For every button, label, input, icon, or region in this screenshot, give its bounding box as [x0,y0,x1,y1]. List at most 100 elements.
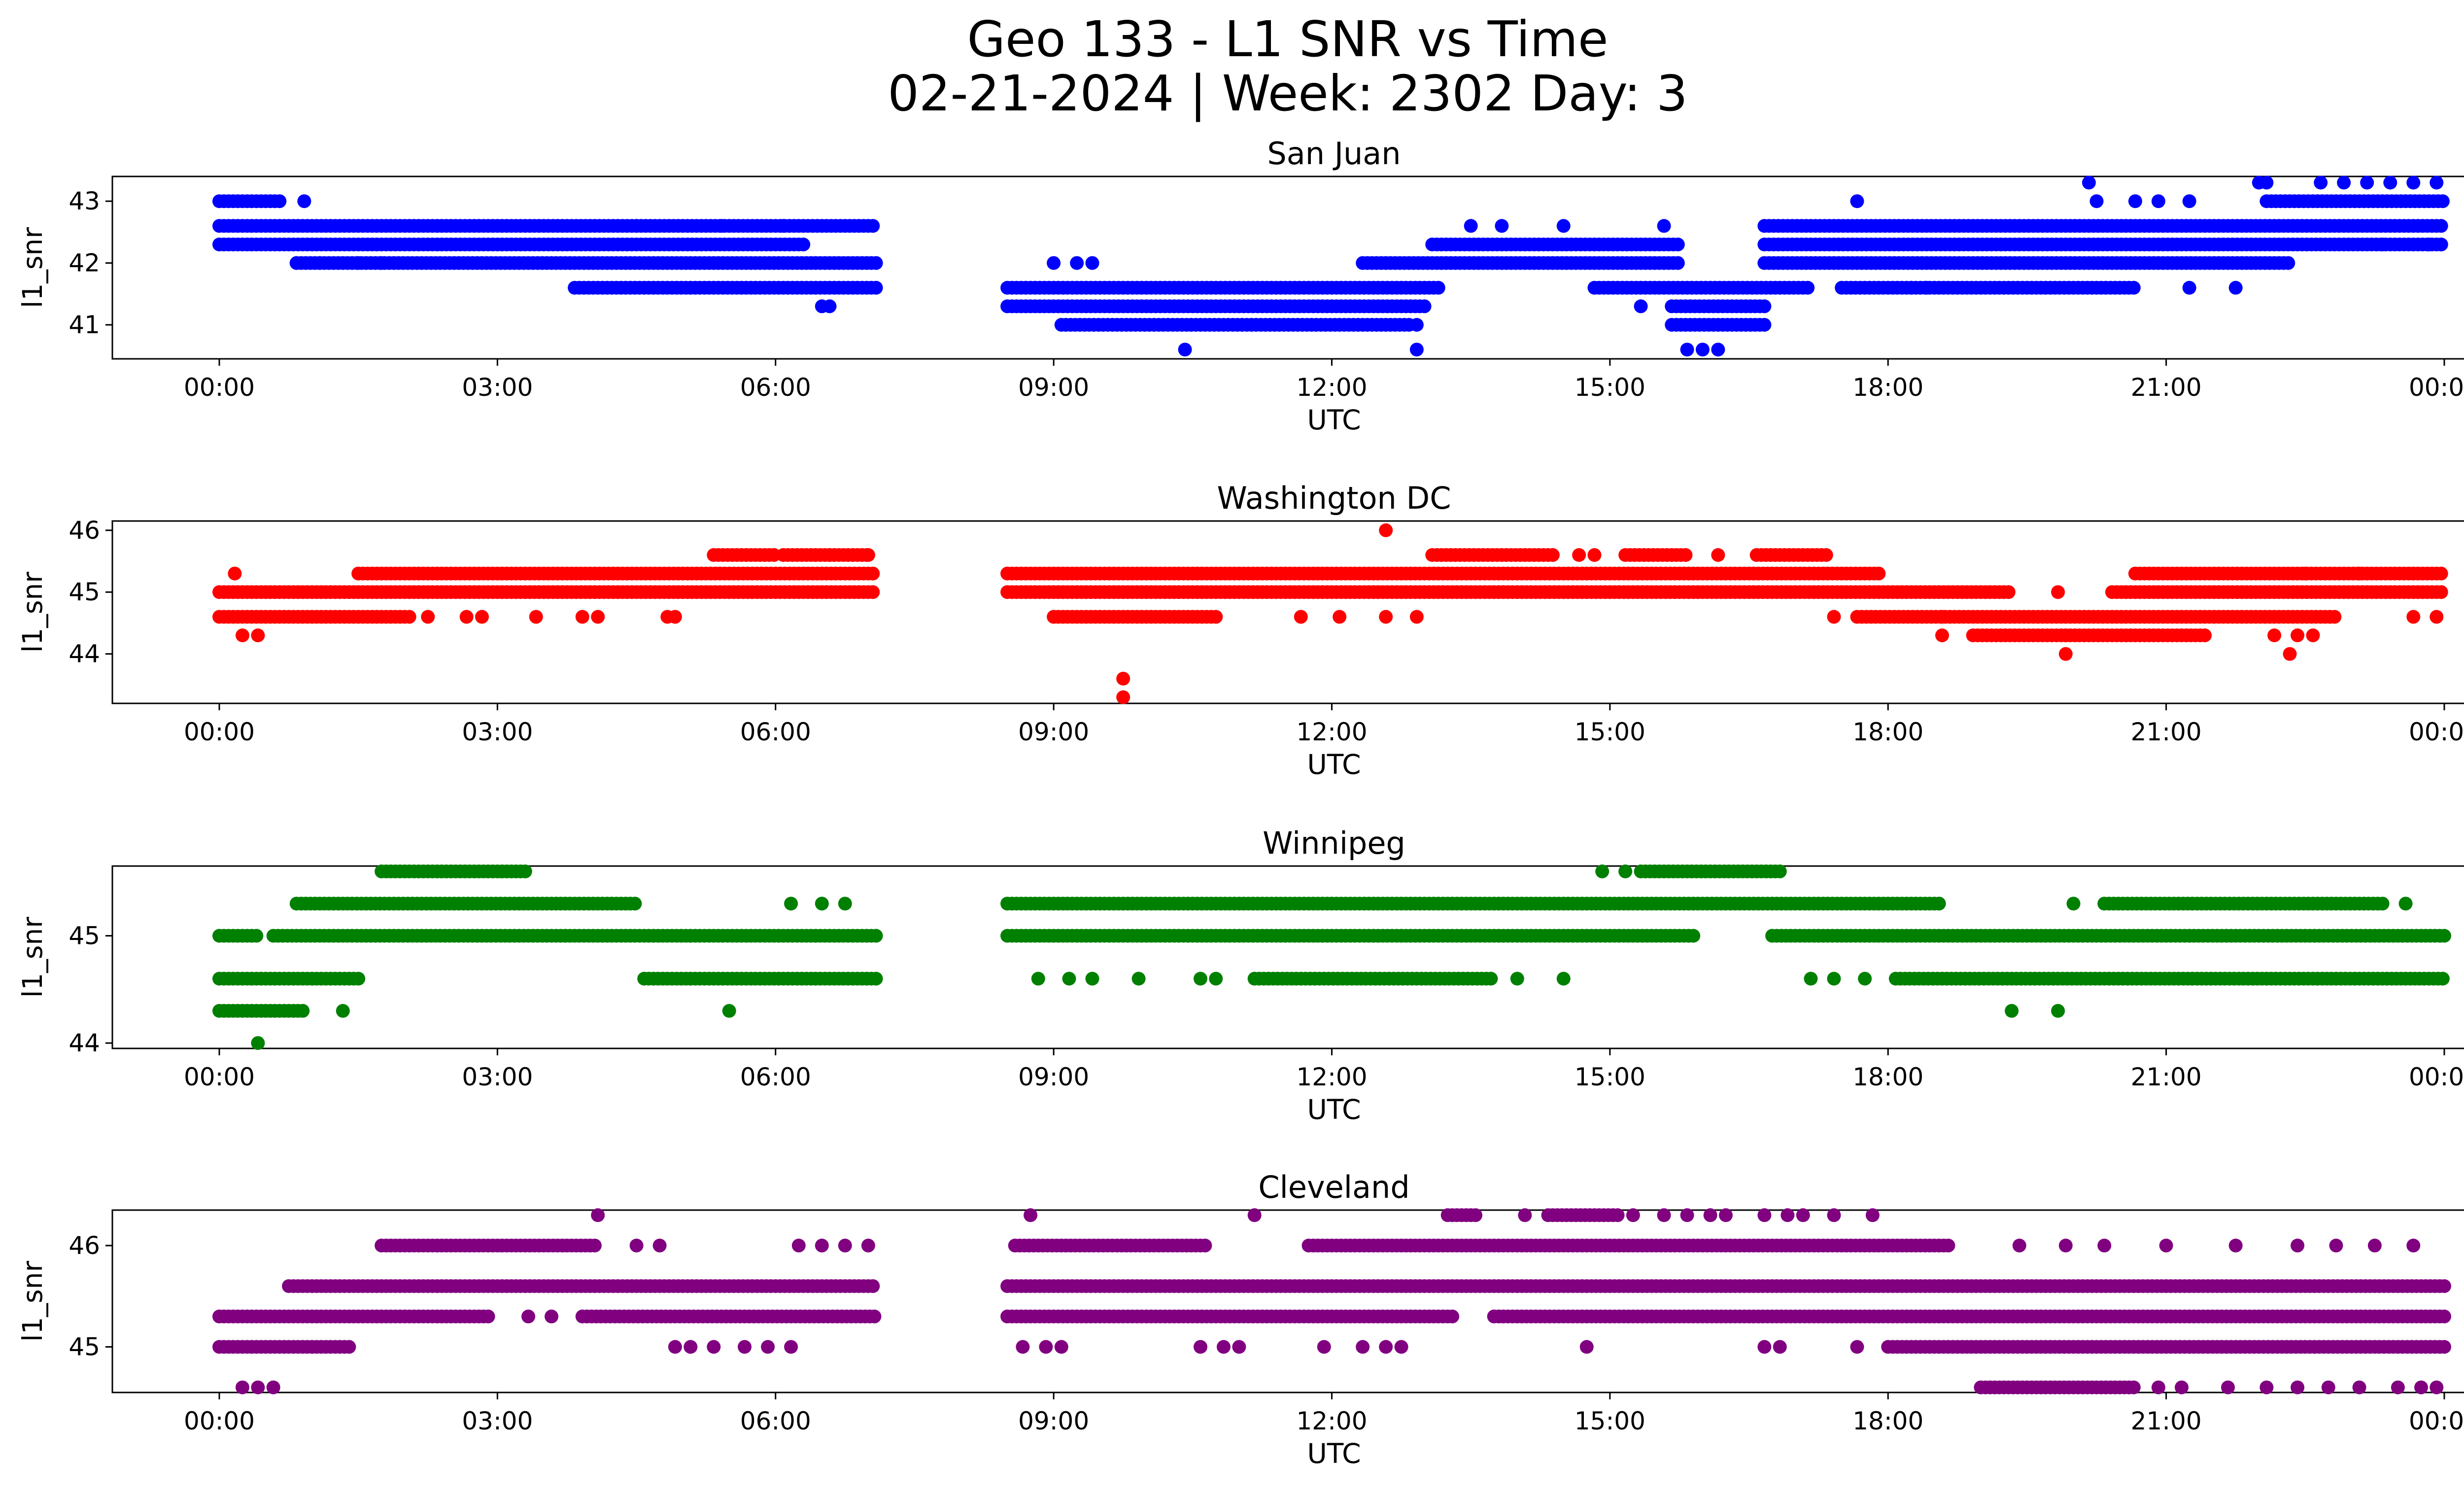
data-point [869,280,883,295]
data-point [2422,238,2436,251]
data-point [2182,280,2196,295]
x-tick-label: 09:00 [1018,1063,1089,1091]
data-point [2314,175,2328,190]
y-tick-label: 46 [68,1231,100,1260]
data-point [1804,972,1818,986]
data-point [866,219,880,233]
data-point [1696,343,1710,357]
y-axis-label: l1_snr [17,227,48,308]
data-point [421,610,435,624]
x-tick-label: 03:00 [462,1063,533,1091]
panel-title: Winnipeg [1263,825,1405,861]
data-point [1680,343,1694,357]
data-point [1935,610,1949,624]
data-point [1294,610,1308,624]
data-point [2228,280,2243,295]
data-point [867,1309,882,1323]
data-point [866,1279,880,1293]
data-point [1333,610,1347,624]
data-point [1827,972,1841,986]
data-point [1757,299,1772,313]
data-point [2375,897,2390,911]
data-point [1510,972,1524,986]
axes-frame [111,175,2464,360]
data-point [1209,972,1223,986]
x-tick-label: 00:00 [2409,718,2464,746]
data-point [869,256,883,270]
x-tick-label: 15:00 [1574,1407,1645,1435]
data-point [518,864,532,878]
y-axis-label: l1_snr [17,917,48,998]
data-point [1935,628,1949,642]
data-point [1858,972,1872,986]
data-point [336,1004,350,1018]
y-tick-label: 44 [68,640,100,668]
data-point [2437,1309,2451,1323]
data-point [236,628,249,642]
x-tick-label: 00:00 [184,718,255,746]
x-tick-label: 09:00 [1018,373,1089,402]
x-tick-label: 00:00 [184,1063,255,1091]
data-point [2306,628,2320,642]
data-point [351,972,366,986]
y-tick-label: 45 [68,1333,100,1361]
data-point [1116,690,1130,704]
data-point [2437,1279,2451,1293]
data-point [1495,219,1509,233]
data-point [2437,929,2451,943]
data-point [2089,194,2104,209]
x-tick-label: 21:00 [2131,373,2202,402]
axes-frame [111,520,2464,704]
data-point [273,194,287,209]
data-point [1379,610,1393,624]
data-point [1801,280,1815,295]
data-point [591,610,605,624]
data-point [822,548,837,562]
data-point [1932,897,1946,911]
data-point [668,610,682,624]
series-points [212,523,2448,704]
x-tick-label: 06:00 [740,1063,811,1091]
data-point [1085,256,1099,270]
y-tick-label: 45 [68,921,100,950]
data-point [1070,256,1084,270]
data-point [2051,585,2065,599]
data-point [1919,280,1934,295]
y-tick-label: 45 [68,578,100,606]
data-point [1062,972,1076,986]
y-tick-label: 46 [68,516,100,545]
data-point [1711,343,1725,357]
data-point [2128,194,2142,209]
data-point [2001,585,2016,599]
x-tick-label: 00:00 [184,373,255,402]
x-tick-label: 18:00 [1852,1063,1923,1091]
data-point [1431,280,1445,295]
data-point [351,256,366,270]
x-tick-label: 09:00 [1018,1407,1089,1435]
panel-title: Washington DC [1217,480,1451,516]
data-point [481,1309,495,1323]
data-point [342,1340,356,1354]
axes-frame [111,1209,2464,1393]
data-point [1819,548,1833,562]
data-point [1556,219,1571,233]
data-point [2435,194,2450,209]
data-point [2283,647,2297,661]
data-point [2066,897,2081,911]
data-point [1671,238,1685,251]
x-tick-label: 09:00 [1018,718,1089,746]
data-point [722,1004,736,1018]
data-point [1773,864,1787,878]
data-point [289,256,304,270]
data-point [1678,548,1693,562]
data-point [1409,318,1424,332]
data-point [2005,1004,2019,1018]
data-point [2430,610,2444,624]
data-point [796,238,811,251]
data-point [1194,972,1207,986]
